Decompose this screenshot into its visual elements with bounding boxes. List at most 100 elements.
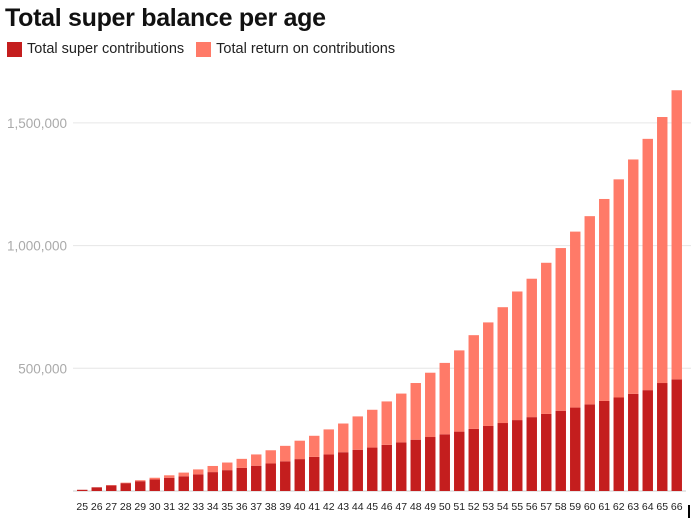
bar-contributions-26 xyxy=(91,487,102,491)
bar-returns-63 xyxy=(628,159,639,394)
bar-contributions-27 xyxy=(106,485,117,491)
x-tick-label-53: 53 xyxy=(482,501,494,513)
bar-contributions-45 xyxy=(367,447,378,491)
x-tick-label-46: 46 xyxy=(381,501,393,513)
bar-returns-39 xyxy=(280,445,291,462)
bar-contributions-47 xyxy=(396,442,407,491)
x-tick-label-27: 27 xyxy=(105,501,117,513)
bar-contributions-40 xyxy=(294,459,305,491)
legend-item-returns: Total return on contributions xyxy=(196,41,395,57)
x-tick-label-62: 62 xyxy=(613,501,625,513)
bar-contributions-61 xyxy=(599,400,610,491)
bar-contributions-49 xyxy=(425,437,436,491)
x-tick-label-49: 49 xyxy=(424,501,436,513)
bar-returns-59 xyxy=(570,231,581,408)
chart-legend: Total super contributions Total return o… xyxy=(7,41,407,57)
bar-returns-40 xyxy=(294,440,305,460)
bar-contributions-34 xyxy=(207,472,218,491)
x-tick-label-37: 37 xyxy=(250,501,262,513)
bar-contributions-42 xyxy=(323,454,334,491)
bar-contributions-38 xyxy=(265,463,276,491)
bar-returns-55 xyxy=(512,291,523,421)
x-tick-label-32: 32 xyxy=(178,501,190,513)
x-tick-label-31: 31 xyxy=(163,501,175,513)
x-tick-label-42: 42 xyxy=(323,501,335,513)
bar-contributions-43 xyxy=(338,452,349,491)
bar-returns-47 xyxy=(396,393,407,443)
x-tick-label-43: 43 xyxy=(337,501,349,513)
legend-label-returns: Total return on contributions xyxy=(216,41,396,57)
bar-returns-33 xyxy=(193,469,204,475)
x-tick-label-56: 56 xyxy=(526,501,538,513)
bar-returns-58 xyxy=(555,248,566,411)
bar-returns-46 xyxy=(381,401,392,445)
bar-contributions-46 xyxy=(381,444,392,491)
x-tick-label-45: 45 xyxy=(366,501,378,513)
bar-returns-60 xyxy=(584,216,595,405)
bar-contributions-44 xyxy=(352,449,363,491)
x-tick-label-48: 48 xyxy=(410,501,422,513)
bar-contributions-31 xyxy=(164,477,175,491)
x-tick-label-39: 39 xyxy=(279,501,291,513)
bar-contributions-58 xyxy=(555,410,566,491)
bar-returns-35 xyxy=(222,462,233,471)
bar-returns-51 xyxy=(454,350,465,432)
bar-contributions-29 xyxy=(135,481,146,491)
bar-contributions-50 xyxy=(439,434,450,491)
x-tick-label-61: 61 xyxy=(598,501,610,513)
bar-returns-53 xyxy=(483,322,494,426)
y-tick-label-1: 1,000,000 xyxy=(7,239,67,254)
bar-contributions-51 xyxy=(454,431,465,491)
x-tick-label-51: 51 xyxy=(453,501,465,513)
bar-returns-49 xyxy=(425,372,436,438)
bar-returns-31 xyxy=(164,475,175,478)
x-tick-label-34: 34 xyxy=(207,501,219,513)
bar-contributions-39 xyxy=(280,461,291,491)
legend-label-contributions: Total super contributions xyxy=(27,41,185,57)
bar-contributions-65 xyxy=(657,383,668,491)
x-tick-label-50: 50 xyxy=(439,501,451,513)
x-tick-label-59: 59 xyxy=(569,501,581,513)
x-tick-label-57: 57 xyxy=(540,501,552,513)
x-tick-label-41: 41 xyxy=(308,501,320,513)
bar-contributions-66 xyxy=(671,379,682,491)
bar-contributions-41 xyxy=(309,456,320,491)
bar-contributions-64 xyxy=(642,390,653,491)
bar-contributions-52 xyxy=(468,428,479,491)
bar-contributions-37 xyxy=(251,465,262,491)
x-tick-label-33: 33 xyxy=(192,501,204,513)
bar-returns-62 xyxy=(613,179,624,398)
bar-returns-66 xyxy=(671,90,682,380)
bar-returns-65 xyxy=(657,117,668,384)
bar-contributions-57 xyxy=(541,413,552,491)
x-tick-label-26: 26 xyxy=(91,501,103,513)
bar-returns-64 xyxy=(642,138,653,391)
x-tick-label-55: 55 xyxy=(511,501,523,513)
x-tick-label-25: 25 xyxy=(76,501,88,513)
bar-contributions-25 xyxy=(77,489,88,491)
bar-contributions-62 xyxy=(613,397,624,491)
bar-returns-45 xyxy=(367,409,378,448)
bar-returns-36 xyxy=(236,458,247,468)
bar-returns-56 xyxy=(526,278,537,418)
bar-returns-42 xyxy=(323,429,334,455)
legend-item-contributions: Total super contributions xyxy=(7,41,184,57)
bar-contributions-56 xyxy=(526,417,537,491)
x-tick-label-36: 36 xyxy=(236,501,248,513)
bar-returns-34 xyxy=(207,465,218,473)
legend-swatch-returns xyxy=(196,41,212,57)
bar-returns-54 xyxy=(497,307,508,424)
bar-contributions-48 xyxy=(410,439,421,491)
x-tick-label-30: 30 xyxy=(149,501,161,513)
x-tick-label-64: 64 xyxy=(642,501,654,513)
x-tick-label-66: 66 xyxy=(671,501,683,513)
legend-swatch-contributions xyxy=(7,41,22,57)
x-tick-label-47: 47 xyxy=(395,501,407,513)
edge-mark xyxy=(688,505,690,518)
bar-returns-52 xyxy=(468,335,479,429)
y-tick-label-0: 500,000 xyxy=(18,361,67,376)
x-tick-label-65: 65 xyxy=(656,501,668,513)
bar-contributions-36 xyxy=(236,467,247,491)
bar-contributions-60 xyxy=(584,404,595,491)
